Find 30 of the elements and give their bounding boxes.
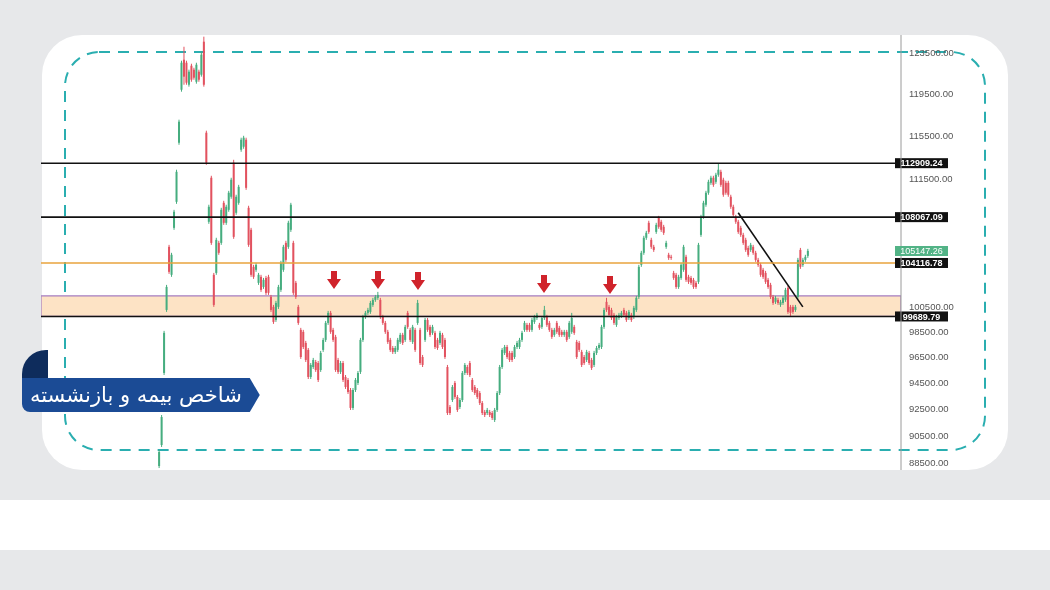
ref-line-label: 108067.09 (900, 212, 943, 223)
candlestick (182, 46, 185, 86)
candlestick (170, 252, 173, 278)
y-tick-label: 98500.00 (909, 325, 949, 337)
candlestick (165, 284, 168, 313)
ref-line-label: 112909.24 (900, 158, 943, 169)
annotation: 105147.26 (895, 245, 948, 256)
candlestick (414, 327, 417, 353)
candlestick (319, 350, 322, 373)
ref-line-label: 104116.78 (900, 258, 943, 269)
candlestick (200, 51, 203, 78)
y-tick-label: 94500.00 (909, 376, 949, 388)
y-tick-label: 115500.00 (909, 129, 954, 141)
candlestick (695, 280, 697, 290)
candlestick (158, 449, 161, 469)
y-tick-label: 88500.00 (909, 457, 949, 469)
y-tick-label: 111500.00 (909, 173, 953, 185)
y-tick-label: 100500.00 (909, 300, 954, 312)
ref-line-label: 99689.79 (902, 311, 941, 322)
y-tick-label: 119500.00 (909, 87, 954, 99)
candlestick (284, 240, 287, 263)
candlestick (416, 299, 419, 326)
candlestick (443, 337, 446, 360)
y-tick-label: 92500.00 (909, 402, 949, 414)
y-tick-label: 123500.00 (909, 47, 954, 59)
title-banner: شاخص بیمه و بازنشسته (22, 378, 260, 412)
candlestick (178, 119, 180, 146)
y-tick-label: 96500.00 (909, 350, 949, 362)
y-tick-label: 90500.00 (909, 429, 949, 441)
candlestick (267, 274, 270, 296)
